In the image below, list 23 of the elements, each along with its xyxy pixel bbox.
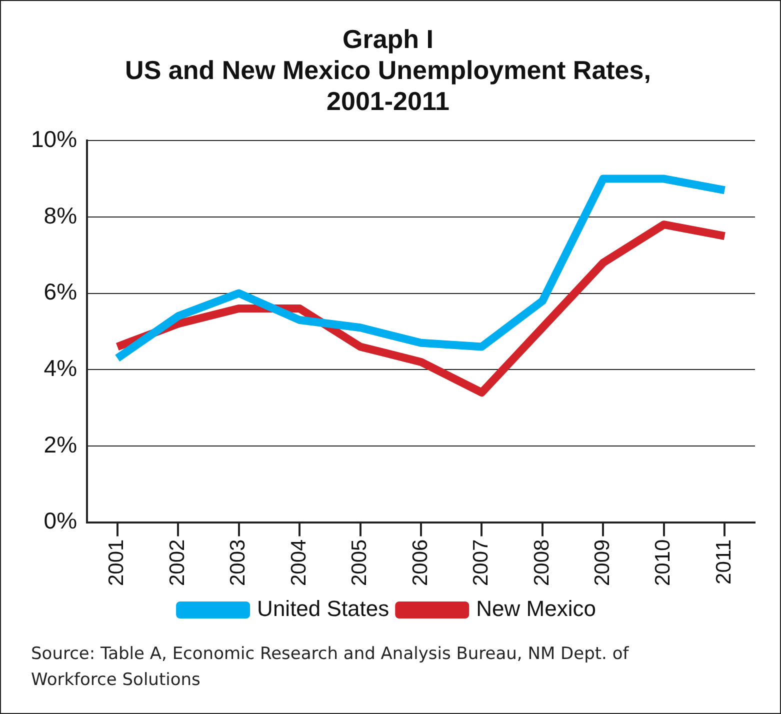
y-tick-label: 0%: [44, 508, 78, 534]
x-tick-label: 2011: [712, 539, 736, 584]
legend-label: New Mexico: [476, 596, 596, 622]
x-tick-label: 2001: [105, 539, 128, 586]
x-tick-label: 2004: [287, 538, 310, 586]
x-tick-label: 2009: [590, 539, 614, 586]
y-tick-label: 6%: [44, 278, 78, 305]
x-tick-label: 2008: [530, 539, 554, 586]
x-tick-label: 2005: [348, 539, 372, 586]
text: 2001-2011: [326, 86, 450, 116]
legend-label: United States: [257, 596, 390, 622]
x-tick-label: 2002: [166, 539, 189, 586]
source-note: Source: Table A, Economic Research and Analysis Bureau, NM Dept. of Workforce Solutions: [31, 643, 630, 692]
x-tick-label: 2006: [408, 539, 432, 586]
y-tick-label: 10%: [30, 126, 78, 152]
text: Graph I: [342, 24, 434, 54]
x-tick-label: 2007: [470, 539, 493, 586]
y-tick-label: 8%: [44, 202, 78, 228]
x-tick-label: 2010: [652, 539, 675, 586]
y-tick-label: 2%: [44, 431, 78, 458]
x-tick-label: 2003: [226, 539, 250, 586]
y-tick-label: 4%: [44, 354, 78, 381]
text: US and New Mexico Unemployment Rates,: [125, 54, 651, 85]
